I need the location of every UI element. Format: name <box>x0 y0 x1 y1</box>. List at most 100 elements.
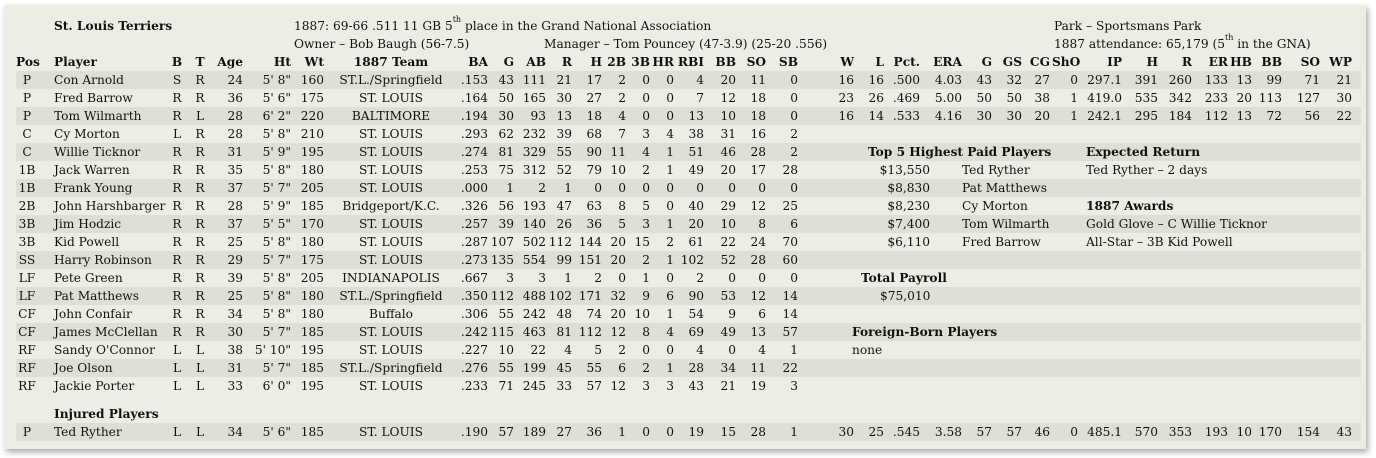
cell-team: Bridgeport/K.C. <box>342 199 440 213</box>
cell-sb: 22 <box>782 361 798 375</box>
cell-bb: 21 <box>720 379 736 393</box>
cell-b: R <box>172 289 182 303</box>
cell-ba: .667 <box>460 271 488 285</box>
cell-r: 45 <box>556 361 572 375</box>
cell-ab: 312 <box>522 163 546 177</box>
column-header-h: H <box>590 55 602 69</box>
cell-b: R <box>172 163 182 177</box>
cell-tr: 10 <box>634 307 650 321</box>
cell-name: Kid Powell <box>54 235 120 249</box>
season-record: 1887: 69-66 .511 11 GB 5 <box>294 19 453 33</box>
cell-tr: 0 <box>642 73 650 87</box>
cell-so: 11 <box>750 73 766 87</box>
cell-pct: .469 <box>892 91 920 105</box>
cell-b: R <box>172 217 182 231</box>
cell-ph: 570 <box>1134 425 1158 439</box>
cell-name: John Confair <box>54 307 132 321</box>
cell-pos: 2B <box>18 199 36 213</box>
cell-er: 193 <box>1204 425 1228 439</box>
cell-d: 10 <box>610 163 626 177</box>
cell-h: 144 <box>578 235 602 249</box>
cell-t: R <box>195 235 205 249</box>
cell-ht: 5' 8" <box>262 163 291 177</box>
top-paid-name: Fred Barrow <box>962 235 1041 249</box>
cell-sho: 0 <box>1070 425 1078 439</box>
cell-b: L <box>172 127 182 141</box>
cell-pos: 3B <box>18 235 36 249</box>
cell-wt: 185 <box>300 361 324 375</box>
cell-name: Jackie Porter <box>54 379 135 393</box>
cell-age: 34 <box>227 307 243 321</box>
cell-r: 1 <box>564 181 572 195</box>
cell-ht: 6' 2" <box>262 109 291 123</box>
cell-wt: 195 <box>300 145 324 159</box>
cell-hr: 0 <box>666 199 674 213</box>
cell-ht: 5' 8" <box>262 271 291 285</box>
foreign-born-title: Foreign-Born Players <box>852 325 998 339</box>
payroll-title: Total Payroll <box>861 271 947 285</box>
cell-h: 36 <box>586 217 602 231</box>
cell-bb: 31 <box>720 127 736 141</box>
top-paid-salary: $6,110 <box>887 235 930 249</box>
cell-wt: 195 <box>300 343 324 357</box>
cell-team: ST. LOUIS <box>359 145 423 159</box>
column-header-er: ER <box>1208 55 1228 69</box>
table-row: C Willie Ticknor R R 31 5' 9" 195 ST. LOUIS .274… <box>16 143 1361 161</box>
cell-so: 8 <box>758 217 766 231</box>
cell-t: R <box>195 181 205 195</box>
cell-so: 19 <box>750 379 766 393</box>
cell-bb: 20 <box>720 73 736 87</box>
cell-wt: 185 <box>300 199 324 213</box>
cell-sb: 57 <box>782 325 798 339</box>
column-header-ph: H <box>1146 55 1158 69</box>
cell-bb: 0 <box>728 343 736 357</box>
cell-name: Fred Barrow <box>54 91 133 105</box>
park-line: Park – Sportsmans Park <box>1054 19 1202 33</box>
owner-line: Owner – Bob Baugh (56-7.5) <box>294 37 470 51</box>
column-header-ip: IP <box>1107 55 1122 69</box>
cell-h: 151 <box>578 253 602 267</box>
cell-ab: 463 <box>522 325 546 339</box>
cell-hr: 6 <box>666 289 674 303</box>
cell-ab: 232 <box>522 127 546 141</box>
cell-h: 68 <box>586 127 602 141</box>
cell-hr: 0 <box>666 271 674 285</box>
column-header-ba: BA <box>468 55 488 69</box>
cell-tr: 0 <box>642 425 650 439</box>
cell-wt: 185 <box>300 325 324 339</box>
cell-age: 37 <box>227 181 243 195</box>
cell-sb: 0 <box>790 73 798 87</box>
cell-ab: 199 <box>522 361 546 375</box>
column-header-cg: CG <box>1029 55 1050 69</box>
cell-ht: 5' 7" <box>262 181 291 195</box>
cell-r: 55 <box>556 145 572 159</box>
cell-team: ST. LOUIS <box>359 127 423 141</box>
cell-pbb: 170 <box>1258 425 1282 439</box>
cell-h: 79 <box>586 163 602 177</box>
cell-rbi: 43 <box>688 379 704 393</box>
table-row: RF Jackie Porter L L 33 6' 0" 195 ST. LOUIS .233… <box>16 377 1361 395</box>
cell-g: 115 <box>490 325 514 339</box>
cell-age: 28 <box>227 199 243 213</box>
cell-hr: 1 <box>666 217 674 231</box>
cell-ab: 2 <box>538 181 546 195</box>
cell-ab: 193 <box>522 199 546 213</box>
cell-team: BALTIMORE <box>351 109 431 123</box>
cell-g: 135 <box>490 253 514 267</box>
cell-team: ST.L./Springfield <box>339 73 443 87</box>
cell-tr: 2 <box>642 361 650 375</box>
cell-so: 6 <box>758 307 766 321</box>
cell-pso: 154 <box>1296 425 1320 439</box>
cell-name: Harry Robinson <box>54 253 152 267</box>
cell-t: R <box>195 73 205 87</box>
cell-h: 55 <box>586 361 602 375</box>
cell-tr: 4 <box>642 145 650 159</box>
season-league: place in the Grand National Association <box>461 19 712 33</box>
cell-age: 24 <box>227 73 243 87</box>
attendance-rank-suffix: th <box>1224 33 1234 42</box>
cell-g: 1 <box>506 181 514 195</box>
cell-r: 27 <box>556 425 572 439</box>
cell-tr: 1 <box>642 271 650 285</box>
cell-r: 99 <box>556 253 572 267</box>
cell-r: 1 <box>564 271 572 285</box>
